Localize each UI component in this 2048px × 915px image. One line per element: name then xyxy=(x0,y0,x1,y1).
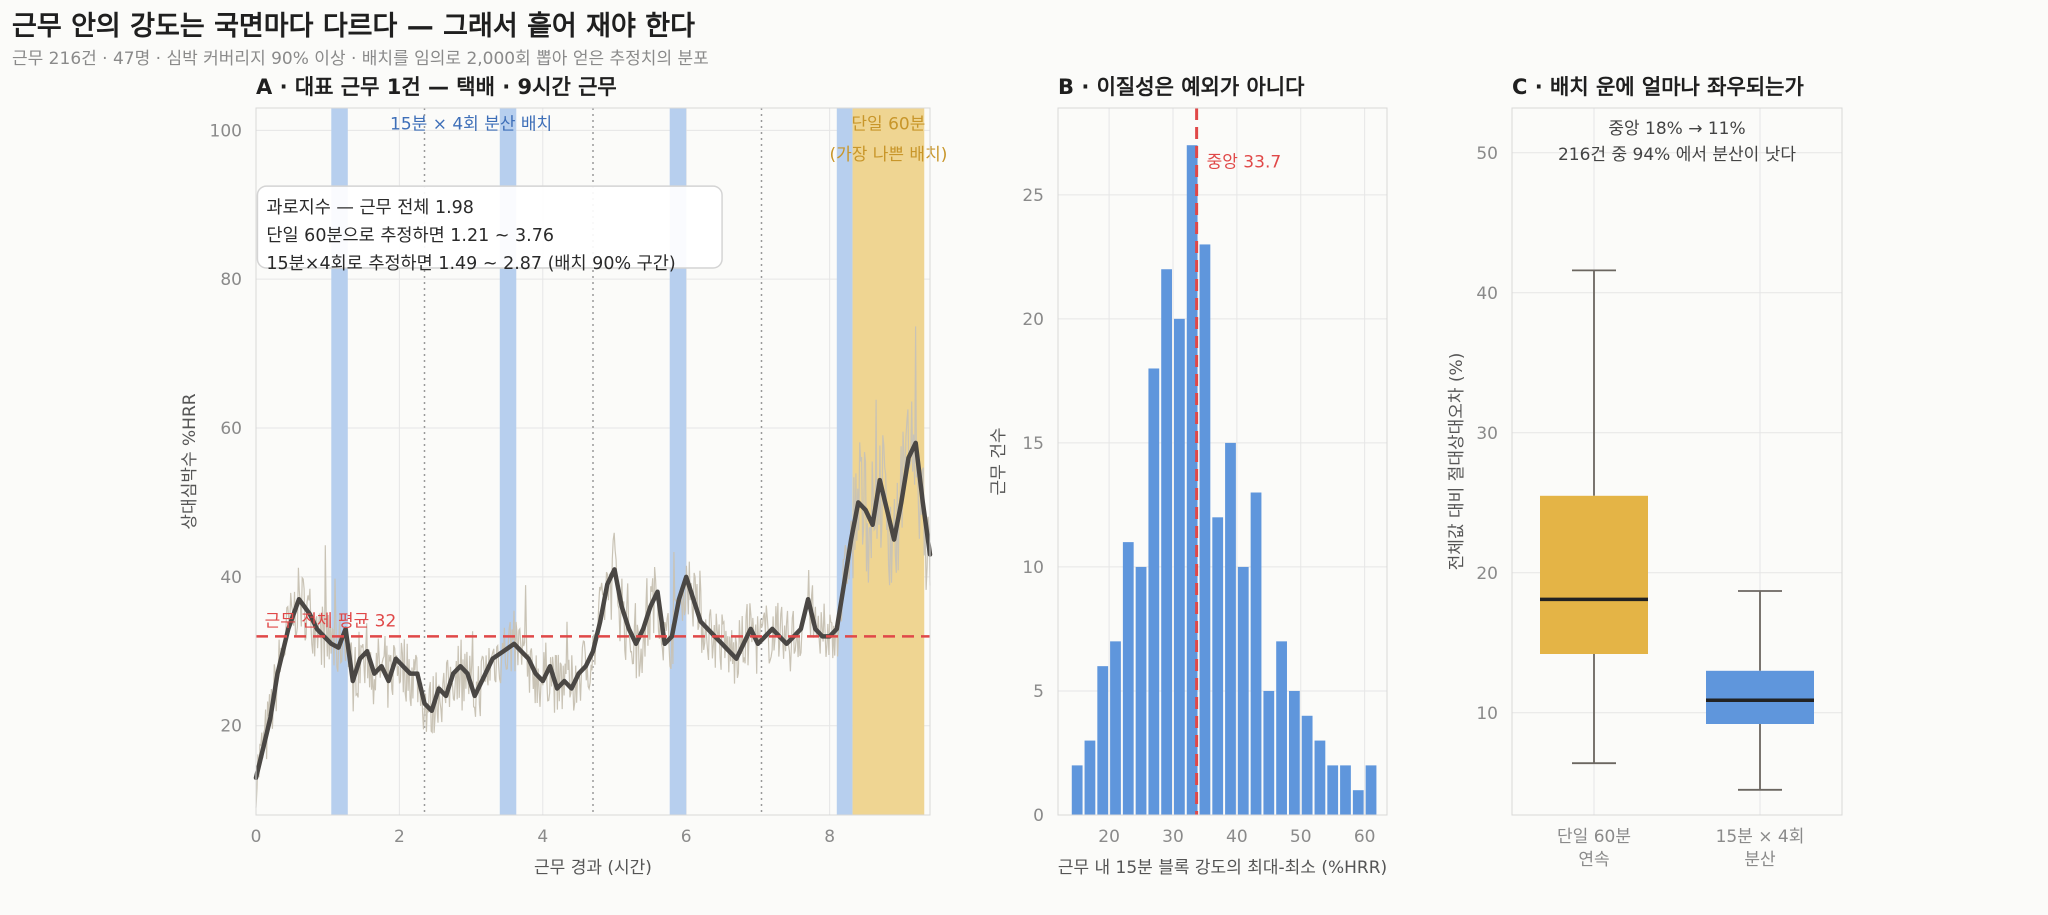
plot-frame xyxy=(255,107,931,816)
x-tick-label: 0 xyxy=(251,827,262,847)
histogram-bar xyxy=(1122,542,1134,815)
histogram-bar xyxy=(1186,145,1198,816)
dispersed-label: 15분 × 4회 분산 배치 xyxy=(390,115,552,135)
x-tick-label: 8 xyxy=(824,827,835,847)
histogram-bar xyxy=(1276,641,1287,815)
median-label: 중앙 33.7 xyxy=(1207,153,1282,173)
histogram-bar xyxy=(1314,740,1326,815)
y-axis-label: 전체값 대비 절대상대오차 (%) xyxy=(1447,353,1467,571)
histogram-bar xyxy=(1288,690,1300,815)
histogram-bar xyxy=(1173,318,1185,815)
histogram-bar xyxy=(1097,666,1109,815)
dispersed-block xyxy=(669,108,687,815)
histogram-bar xyxy=(1071,765,1083,815)
y-tick-label: 100 xyxy=(210,121,242,141)
histogram-bar xyxy=(1327,765,1339,815)
info-box-line: 과로지수 — 근무 전체 1.98 xyxy=(266,198,474,218)
y-tick-label: 40 xyxy=(220,568,242,588)
histogram-bar xyxy=(1225,442,1236,815)
y-tick-label: 30 xyxy=(1476,424,1498,444)
histogram-bar xyxy=(1110,641,1121,815)
y-tick-label: 25 xyxy=(1022,186,1044,206)
x-tick-label: 60 xyxy=(1354,827,1376,847)
histogram-bar xyxy=(1084,740,1096,815)
panel-a-title: A · 대표 근무 1건 — 택배 · 9시간 근무 xyxy=(256,75,617,99)
histogram-bar xyxy=(1340,765,1351,815)
histogram-bar xyxy=(1250,492,1262,815)
panel-a: A · 대표 근무 1건 — 택배 · 9시간 근무 근무 전체 평균 32 15… xyxy=(180,75,947,878)
y-tick-label: 5 xyxy=(1033,682,1044,702)
panel-c-title: C · 배치 운에 얼마나 좌우되는가 xyxy=(1512,75,1804,99)
x-tick-label: 20 xyxy=(1098,827,1120,847)
x-tick-label: 15분 × 4회 xyxy=(1716,827,1805,847)
single-label-line1: 단일 60분 xyxy=(851,115,925,135)
histogram-bar xyxy=(1148,368,1160,815)
note-line2: 216건 중 94% 에서 분산이 낫다 xyxy=(1558,145,1796,165)
mean-label: 근무 전체 평균 32 xyxy=(265,611,397,631)
info-box-line: 15분×4회로 추정하면 1.49 ~ 2.87 (배치 90% 구간) xyxy=(266,254,675,274)
x-tick-label: 40 xyxy=(1226,827,1248,847)
x-tick-label: 2 xyxy=(394,827,405,847)
y-tick-label: 50 xyxy=(1476,144,1498,164)
histogram-bar xyxy=(1301,715,1313,815)
y-tick-label: 10 xyxy=(1022,558,1044,578)
x-tick-label: 6 xyxy=(681,827,692,847)
x-tick-label: 연속 xyxy=(1578,850,1609,870)
x-tick-label: 분산 xyxy=(1744,850,1776,870)
x-tick-label: 4 xyxy=(537,827,548,847)
figure-title: 근무 안의 강도는 국면마다 다르다 — 그래서 흩어 재야 한다 xyxy=(12,11,695,42)
raw-hr-trace xyxy=(255,326,931,808)
plot-frame xyxy=(1511,107,1843,816)
y-axis-label: 근무 건수 xyxy=(989,428,1009,496)
box-iqr xyxy=(1540,495,1648,654)
x-tick-label: 30 xyxy=(1162,827,1184,847)
plot-frame xyxy=(1057,107,1388,816)
y-tick-label: 60 xyxy=(220,419,242,439)
panel-b-title: B · 이질성은 예외가 아니다 xyxy=(1058,75,1305,99)
y-tick-label: 20 xyxy=(220,717,242,737)
histogram-bar xyxy=(1365,765,1377,815)
x-tick-label: 단일 60분 xyxy=(1557,827,1631,847)
panel-b: B · 이질성은 예외가 아니다 중앙 33.7 20 30 40 50 60 0 5 10 15… xyxy=(989,75,1388,878)
figure-subtitle: 근무 216건 · 47명 · 심박 커버리지 90% 이상 · 배치를 임의로… xyxy=(12,49,709,69)
note-line1: 중앙 18% → 11% xyxy=(1608,119,1745,139)
histogram-bar xyxy=(1352,790,1364,815)
x-axis-label: 근무 경과 (시간) xyxy=(534,858,652,878)
x-tick-label: 50 xyxy=(1290,827,1312,847)
y-tick-label: 80 xyxy=(220,270,242,290)
histogram-bar xyxy=(1161,269,1172,815)
y-tick-label: 0 xyxy=(1033,806,1044,826)
histogram-bar xyxy=(1199,244,1211,815)
y-tick-label: 15 xyxy=(1022,434,1044,454)
smoothed-hr-line xyxy=(253,440,933,781)
y-tick-label: 20 xyxy=(1476,564,1498,584)
box-iqr xyxy=(1706,670,1814,724)
info-box-line: 단일 60분으로 추정하면 1.21 ~ 3.76 xyxy=(266,226,554,246)
histogram-bar xyxy=(1263,690,1275,815)
histogram-bar xyxy=(1212,517,1224,815)
single-label-line2: (가장 나쁜 배치) xyxy=(829,145,947,165)
y-tick-label: 20 xyxy=(1022,310,1044,330)
dispersed-block xyxy=(836,108,853,815)
histogram-bar xyxy=(1135,566,1147,815)
info-box xyxy=(256,185,723,269)
histogram-bar xyxy=(1237,566,1249,815)
y-tick-label: 40 xyxy=(1476,284,1498,304)
y-tick-label: 10 xyxy=(1476,704,1498,724)
x-axis-label: 근무 내 15분 블록 강도의 최대-최소 (%HRR) xyxy=(1058,858,1387,878)
y-axis-label: 상대심박수 %HRR xyxy=(180,393,200,529)
